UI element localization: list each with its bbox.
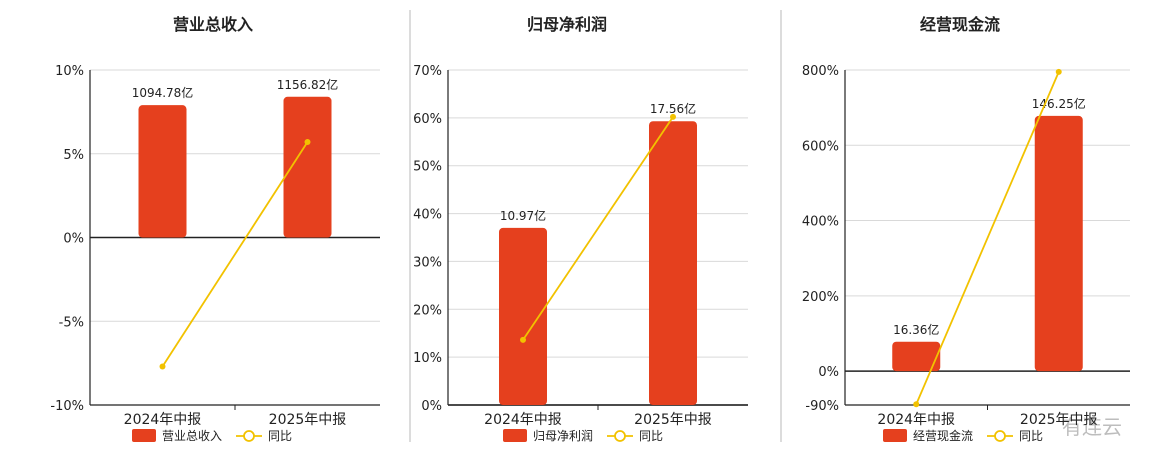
legend-bar-swatch [883,429,907,442]
yoy-line [522,116,674,341]
bar [499,227,547,405]
legend-bar-swatch [132,429,156,442]
y-tick-label: 70% [413,64,442,79]
x-tick-label: 2025年中报 [269,412,347,428]
x-tick-label: 2024年中报 [484,412,562,428]
y-tick-label: 0% [818,365,839,380]
legend-bar-label: 营业总收入 [162,429,222,443]
y-tick-label: 200% [802,290,839,305]
x-tick-label: 2024年中报 [124,412,202,428]
legend-bar-label: 经营现金流 [913,428,973,443]
chart-title: 归母净利润 [527,15,607,34]
chart-title: 营业总收入 [173,15,253,34]
yoy-point [520,336,526,343]
y-tick-label: 0% [63,232,84,247]
bar-value-label: 16.36亿 [893,322,939,337]
y-tick-label: 60% [413,112,442,127]
y-tick-label: 10% [55,64,84,79]
yoy-line [161,141,309,367]
y-tick-label: 50% [413,160,442,175]
bar [138,105,187,238]
legend-line-label: 同比 [1019,429,1043,443]
y-tick-label: 30% [413,255,442,270]
bar [892,341,941,372]
legend-bar-swatch [503,429,527,442]
yoy-point [159,363,166,370]
bar-value-label: 1094.78亿 [132,85,194,100]
y-tick-label: -5% [59,315,84,330]
y-tick-label: 5% [63,148,84,163]
y-tick-label: 20% [413,303,442,318]
x-tick-label: 2025年中报 [1020,412,1098,428]
legend-line-label: 同比 [639,429,663,443]
x-tick-label: 2024年中报 [877,412,955,428]
y-tick-label: 800% [802,64,839,79]
y-tick-label: 600% [802,139,839,154]
chart-title: 经营现金流 [920,15,1000,34]
legend-bar-label: 归母净利润 [533,429,593,443]
legend-line-label: 同比 [268,429,292,443]
bar [283,96,332,238]
y-tick-label: -10% [50,399,84,414]
yoy-point [1055,68,1062,75]
yoy-point [913,401,920,408]
yoy-point [670,113,676,120]
bar [1034,115,1083,372]
y-tick-label: 0% [421,399,442,414]
bar-value-label: 17.56亿 [650,101,696,116]
bar-value-label: 1156.82亿 [277,77,339,92]
bar-value-label: 10.97亿 [500,208,546,223]
y-tick-label: 400% [802,215,839,230]
yoy-line [915,71,1060,405]
legend-line-marker [994,430,1006,442]
y-tick-label: -90% [805,399,839,414]
bar [649,121,697,405]
y-tick-label: 10% [413,351,442,366]
watermark: 有连云 [1062,415,1122,439]
bar-value-label: 146.25亿 [1032,96,1086,111]
legend-line-marker [614,430,626,442]
legend-line-marker [243,430,255,442]
y-tick-label: 40% [413,208,442,223]
yoy-point [304,139,311,146]
x-tick-label: 2025年中报 [634,412,712,428]
